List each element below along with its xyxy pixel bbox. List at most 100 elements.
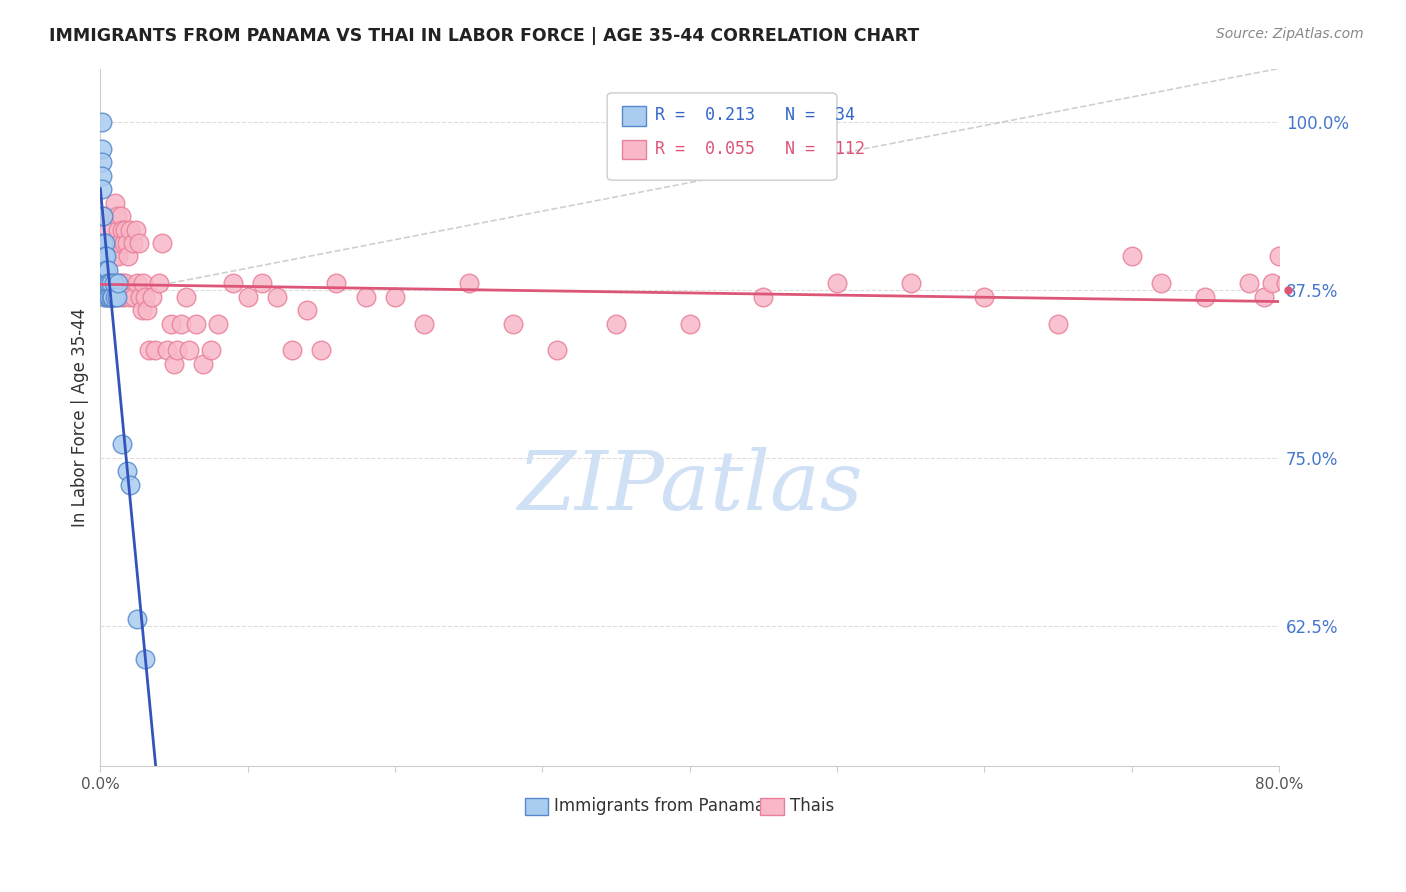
Text: ZIPatlas: ZIPatlas xyxy=(517,447,862,527)
Point xyxy=(91,209,114,223)
Point xyxy=(105,277,128,291)
Point xyxy=(125,222,148,236)
Point xyxy=(100,277,122,291)
Point xyxy=(1282,277,1305,291)
Point xyxy=(101,277,124,291)
Point xyxy=(1121,249,1143,263)
Point xyxy=(295,303,318,318)
Text: Source: ZipAtlas.com: Source: ZipAtlas.com xyxy=(1216,27,1364,41)
Point xyxy=(166,343,188,358)
Point xyxy=(108,277,131,291)
Point xyxy=(132,277,155,291)
Point xyxy=(90,155,112,169)
Point xyxy=(1312,277,1334,291)
Point xyxy=(94,249,117,263)
Point xyxy=(1326,277,1348,291)
Point xyxy=(1046,317,1069,331)
Point xyxy=(115,464,138,478)
Point xyxy=(112,290,135,304)
Point xyxy=(136,303,159,318)
Point xyxy=(111,437,134,451)
Point xyxy=(111,222,134,236)
Point xyxy=(118,222,141,236)
Point xyxy=(200,343,222,358)
FancyBboxPatch shape xyxy=(761,797,785,815)
Point xyxy=(156,343,179,358)
Point xyxy=(177,343,200,358)
Point xyxy=(311,343,333,358)
Point xyxy=(160,317,183,331)
Point xyxy=(1385,277,1406,291)
Point xyxy=(134,290,156,304)
Point xyxy=(163,357,186,371)
Point xyxy=(117,249,139,263)
Text: IMMIGRANTS FROM PANAMA VS THAI IN LABOR FORCE | AGE 35-44 CORRELATION CHART: IMMIGRANTS FROM PANAMA VS THAI IN LABOR … xyxy=(49,27,920,45)
Point xyxy=(112,235,135,250)
Point xyxy=(97,222,120,236)
FancyBboxPatch shape xyxy=(623,140,645,160)
Point xyxy=(111,277,134,291)
Point xyxy=(207,317,229,331)
Point xyxy=(104,249,127,263)
Point xyxy=(94,209,117,223)
Point xyxy=(1355,277,1378,291)
Point xyxy=(96,249,118,263)
Point xyxy=(107,222,129,236)
Text: R =  0.213   N =  34: R = 0.213 N = 34 xyxy=(655,106,855,124)
Point xyxy=(104,290,127,304)
Point xyxy=(91,249,114,263)
Point xyxy=(105,290,128,304)
Point xyxy=(107,249,129,263)
Point xyxy=(1341,249,1364,263)
Point xyxy=(413,317,436,331)
Point xyxy=(138,343,160,358)
Point xyxy=(118,290,141,304)
Point xyxy=(110,209,132,223)
Point xyxy=(90,142,112,156)
Y-axis label: In Labor Force | Age 35-44: In Labor Force | Age 35-44 xyxy=(72,308,89,527)
Point xyxy=(96,263,118,277)
Point xyxy=(90,169,112,183)
Point xyxy=(127,277,149,291)
FancyBboxPatch shape xyxy=(524,797,548,815)
Point xyxy=(825,277,848,291)
Point xyxy=(103,235,125,250)
Point xyxy=(97,290,120,304)
Point xyxy=(94,290,117,304)
Point xyxy=(141,290,163,304)
Text: Immigrants from Panama: Immigrants from Panama xyxy=(554,797,765,814)
Point xyxy=(1260,277,1282,291)
Point xyxy=(91,263,114,277)
Point xyxy=(236,290,259,304)
Point xyxy=(107,277,129,291)
Point xyxy=(114,277,136,291)
Point xyxy=(91,235,114,250)
Text: Thais: Thais xyxy=(790,797,834,814)
Point xyxy=(100,290,122,304)
Point xyxy=(104,195,127,210)
Point xyxy=(108,235,131,250)
Point xyxy=(252,277,274,291)
Point xyxy=(1275,277,1298,291)
Point xyxy=(127,612,149,626)
Point xyxy=(98,277,121,291)
Point xyxy=(150,235,173,250)
Point xyxy=(1400,277,1406,291)
Point xyxy=(98,290,121,304)
Point xyxy=(134,652,156,666)
Point xyxy=(900,277,922,291)
FancyBboxPatch shape xyxy=(623,106,645,126)
Point xyxy=(148,277,170,291)
Point xyxy=(1150,277,1173,291)
Point xyxy=(1268,249,1291,263)
Text: R =  0.055   N =  112: R = 0.055 N = 112 xyxy=(655,140,866,158)
Point xyxy=(143,343,166,358)
Point xyxy=(131,303,153,318)
Point xyxy=(94,263,117,277)
Point xyxy=(110,290,132,304)
Point xyxy=(100,290,122,304)
Point xyxy=(457,277,479,291)
Point xyxy=(678,317,700,331)
Point xyxy=(101,235,124,250)
Point xyxy=(122,290,145,304)
